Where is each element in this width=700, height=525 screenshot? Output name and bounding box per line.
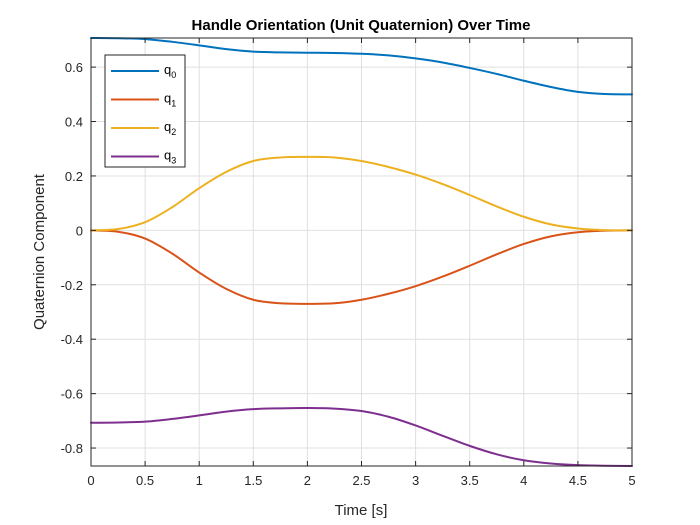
x-axis-label: Time [s] — [335, 502, 388, 519]
legend-box — [104, 54, 186, 168]
y-tick-label: 0.2 — [65, 169, 83, 184]
legend-entry-subscript: 0 — [171, 70, 176, 80]
series-layer — [90, 37, 633, 467]
y-tick-label: -0.4 — [61, 332, 83, 347]
series-line-q3 — [90, 407, 633, 467]
legend-entry-name: q — [164, 91, 171, 106]
legend-entry-subscript: 2 — [171, 127, 176, 137]
x-tick-label: 0 — [87, 473, 94, 488]
legend-entry: q1 — [164, 91, 176, 109]
legend-entry-subscript: 3 — [171, 156, 176, 166]
x-tick-label: 0.5 — [136, 473, 154, 488]
x-tick-label: 4 — [520, 473, 527, 488]
y-axis-label: Quaternion Component — [31, 173, 48, 330]
y-tick-label: 0 — [76, 223, 83, 238]
grid — [90, 38, 633, 466]
y-tick-label: 0.4 — [65, 115, 83, 130]
x-tick-label: 3 — [412, 473, 419, 488]
tick-labels: 0 0.5 1 1.5 2 2.5 3 3.5 4 4.5 5 -0.8 -0.6 -0.4 -0.2 0 0.… — [61, 60, 636, 488]
x-tick-label: 1 — [196, 473, 203, 488]
x-tick-label: 4.5 — [569, 473, 587, 488]
x-tick-label: 5 — [628, 473, 635, 488]
legend-entry: q2 — [164, 119, 176, 137]
legend-entry-subscript: 1 — [171, 99, 176, 109]
legend-entry: q0 — [164, 62, 176, 80]
series-line-q1 — [90, 229, 633, 305]
chart-title: Handle Orientation (Unit Quaternion) Ove… — [192, 17, 531, 34]
legend-entry-name: q — [164, 148, 171, 163]
y-tick-label: 0.6 — [65, 60, 83, 75]
legend-entry: q3 — [164, 148, 176, 166]
series-line-q2 — [90, 155, 633, 232]
y-tick-label: -0.2 — [61, 278, 83, 293]
x-tick-label: 2 — [304, 473, 311, 488]
x-tick-label: 1.5 — [244, 473, 262, 488]
legend-entry-name: q — [164, 62, 171, 77]
y-tick-label: -0.6 — [61, 387, 83, 402]
y-tick-label: -0.8 — [61, 441, 83, 456]
x-tick-label: 2.5 — [352, 473, 370, 488]
ticks — [90, 38, 633, 466]
x-tick-label: 3.5 — [461, 473, 479, 488]
series-line-q0 — [90, 37, 633, 96]
legend-entry-name: q — [164, 119, 171, 134]
